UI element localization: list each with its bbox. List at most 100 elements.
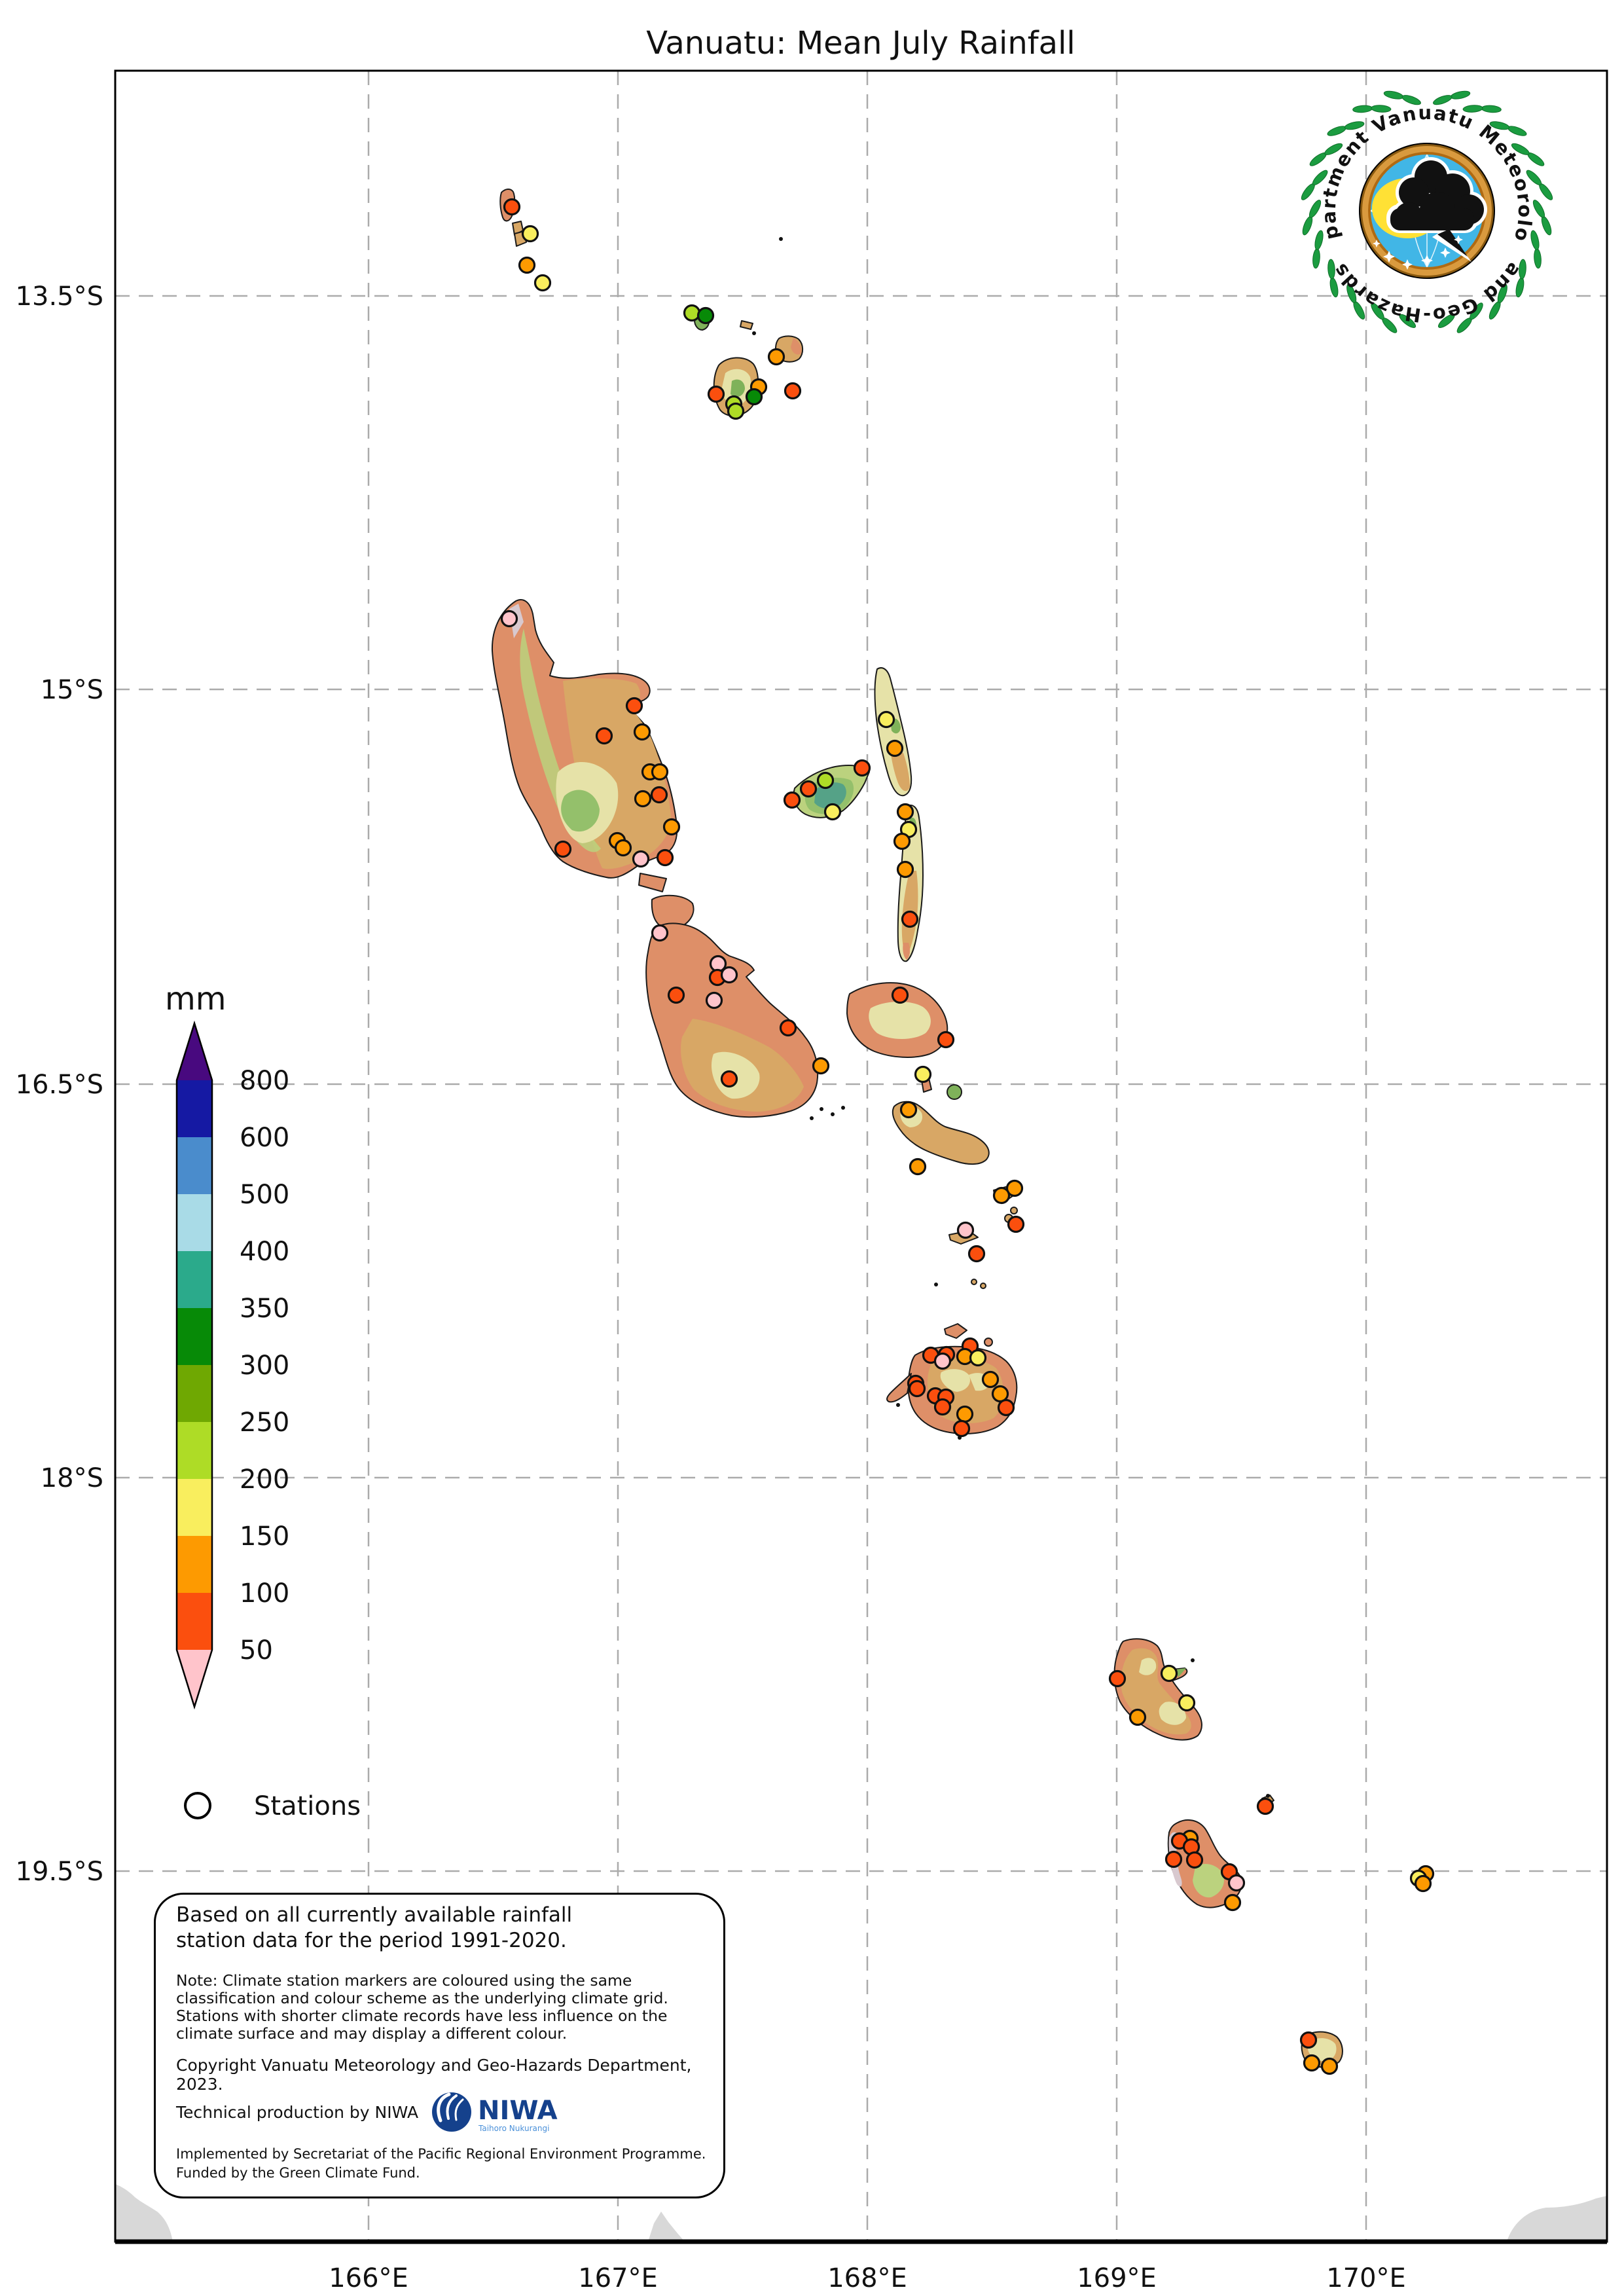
laurel-leaf [1346,283,1357,304]
laurel-leaf [1526,170,1542,186]
station-marker [707,385,725,403]
station-marker [518,256,536,274]
islet-dot [1191,1658,1195,1662]
station-marker [662,818,681,836]
colorbar-segment [177,1422,212,1479]
station-marker [784,382,802,400]
lon-axis-label: 168°E [827,2263,907,2293]
station-marker [877,710,895,729]
station-marker [633,723,651,741]
station-marker [521,225,539,243]
station-marker [727,402,745,420]
terrain-erromango-pale-1 [1139,1658,1157,1675]
infobox-note-line4: climate surface and may display a differ… [176,2024,568,2043]
islet-dot [810,1116,814,1120]
infobox-copyright: Copyright Vanuatu Meteorology and Geo-Ha… [176,2056,692,2094]
infobox-note-line3: Stations with shorter climate records ha… [176,2007,668,2025]
station-marker [908,1379,926,1398]
islet-dot [1266,1794,1270,1798]
lat-axis-label: 16.5°S [16,1070,103,1100]
star-icon [1421,255,1433,266]
laurel-leaf [1511,143,1530,155]
map-frame-border [114,69,1608,2244]
island-lopevi [947,1084,962,1100]
islet-dot [831,1112,835,1116]
island-efate-nw-peninsula [886,1373,912,1403]
station-marker [1299,2031,1318,2049]
island-buninga [1010,1207,1018,1214]
station-marker [899,1101,918,1119]
laurel-leaf [1497,283,1507,304]
station-marker [1007,1215,1025,1233]
laurel-leaf [1399,314,1416,328]
grid-lines [115,71,1607,2242]
colorbar-segment [177,1194,212,1251]
niwa-logo: NIWA Taihoro Nukurangi [431,2088,601,2140]
station-marker [1414,1874,1432,1893]
infobox-heading-line1: Based on all currently available rainfal… [176,1903,573,1927]
station-marker [632,850,650,868]
laurel-leaf [1470,302,1483,320]
station-marker [767,348,785,366]
station-marker [650,786,668,804]
laurel-leaf [1312,248,1320,269]
station-marker [656,848,674,867]
islet-dot [779,237,783,241]
station-marker [1108,1669,1127,1688]
station-marker [503,198,521,216]
colorbar-level-label: 400 [240,1237,289,1267]
colorbar-segment [177,1479,212,1536]
island-terrain-overlays [509,338,1337,2062]
star-icon [1373,240,1380,247]
laurel-leaf [1530,230,1540,250]
colorbar-level-label: 300 [240,1351,289,1381]
terrain-vanua-lava-salmon [791,338,802,355]
laurel-leaf [1327,259,1335,280]
logo-stars-icon [1373,235,1463,270]
colorbar-segment [177,1137,212,1194]
station-marker [891,986,909,1004]
colorbar-segment [177,1308,212,1365]
colorbar-level-label: 150 [240,1522,289,1552]
lon-axis-label: 169°E [1077,2263,1157,2293]
station-marker [554,840,572,858]
infobox-heading: Based on all currently available rainfal… [176,1903,572,1954]
infobox-note-line1: Note: Climate station markers are colour… [176,1971,632,1990]
laurel-leaf [1450,90,1471,100]
station-marker [933,1398,952,1416]
station-marker [1320,2057,1339,2075]
island-nguna [944,1323,967,1339]
vanuatu-islands [491,189,1430,2068]
station-marker [1303,2054,1321,2072]
colorbar-segment [177,1080,212,1137]
station-marker [745,388,763,406]
station-marker [893,832,911,850]
star-icon [1383,251,1395,263]
station-marker [969,1349,987,1367]
laurel-leaf [1352,105,1373,113]
laurel-wreath-icon [1301,90,1553,333]
infobox-note: Note: Climate station markers are colour… [176,1972,668,2043]
laurel-leaf [1519,259,1526,280]
terrain-pentecost-salmon-tip [903,943,911,960]
terrain-tanna-ridge [1193,1864,1224,1898]
info-box: Based on all currently available rainfal… [154,1893,725,2198]
laurel-leaf [1344,121,1365,130]
gray-landmass [115,2184,173,2242]
station-marker [952,1419,971,1438]
station-marker [614,839,632,857]
laurel-leaf [1462,105,1483,113]
station-marker [683,304,701,322]
laurel-leaf [1541,216,1552,236]
star-icon [1402,259,1413,270]
station-marker [634,790,652,808]
rainfall-colorbar-legend: mm 800 600 500 400 350 300 250 200 150 100 50 [165,981,289,1710]
station-marker [853,759,871,777]
laurel-leaf [1433,95,1453,105]
islet-dot [841,1106,845,1110]
laurel-leaf [1383,90,1404,100]
laurel-leaf [1437,314,1455,328]
station-marker [1005,1179,1024,1197]
laurel-leaf [1489,121,1510,130]
colorbar-segment [177,1365,212,1422]
